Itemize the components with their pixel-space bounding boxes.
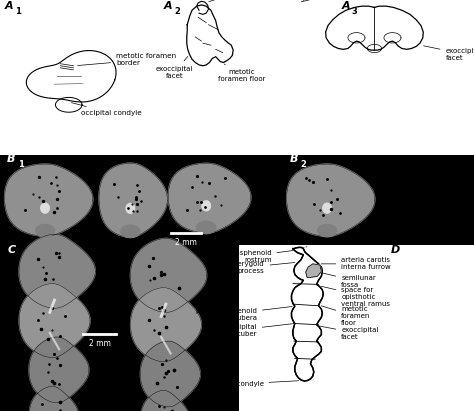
Text: exoccipital
facet: exoccipital facet (319, 326, 379, 340)
Text: A: A (164, 1, 172, 11)
Text: 1: 1 (18, 160, 23, 169)
Text: space for
opisthotic
ventral ramus: space for opisthotic ventral ramus (321, 286, 390, 307)
Text: B: B (290, 154, 299, 164)
Text: parasphenoid
rostrum: parasphenoid rostrum (224, 250, 298, 263)
Bar (0, 155, 474, 245)
Text: arteria carotis
interna furrow: arteria carotis interna furrow (321, 257, 391, 270)
Polygon shape (41, 203, 49, 213)
Bar (239, 245, 474, 411)
Polygon shape (19, 284, 90, 358)
Text: basisphenoid facet: basisphenoid facet (284, 0, 351, 2)
Text: 2 mm: 2 mm (175, 238, 197, 247)
Text: metotic
foramen floor: metotic foramen floor (218, 64, 265, 82)
Text: A: A (341, 1, 350, 11)
Text: exoccipital
facet: exoccipital facet (156, 56, 193, 79)
Polygon shape (197, 221, 216, 233)
Polygon shape (306, 264, 321, 277)
Text: D: D (391, 245, 401, 254)
Polygon shape (130, 288, 201, 362)
Text: 3: 3 (352, 7, 357, 16)
Polygon shape (19, 234, 95, 308)
Polygon shape (126, 203, 135, 213)
Text: 1: 1 (15, 7, 21, 16)
Text: parabasisphenoid
basal  tubera: parabasisphenoid basal tubera (195, 307, 292, 321)
Polygon shape (292, 247, 323, 381)
Text: metotic
foramen
floor: metotic foramen floor (321, 306, 371, 326)
Text: 2 mm: 2 mm (89, 339, 110, 348)
Text: B: B (7, 154, 16, 164)
Text: occipital condyle: occipital condyle (205, 381, 299, 387)
Polygon shape (121, 225, 140, 238)
Polygon shape (36, 224, 55, 237)
Text: metotic foramen
border: metotic foramen border (78, 53, 176, 66)
Text: semilunar
fossa: semilunar fossa (321, 273, 376, 288)
Polygon shape (318, 224, 337, 237)
Polygon shape (141, 390, 190, 411)
Polygon shape (99, 163, 167, 237)
Polygon shape (140, 341, 201, 407)
Text: basipterygoid
process: basipterygoid process (217, 261, 295, 275)
Bar (0, 245, 239, 411)
Text: A: A (5, 1, 13, 11)
Polygon shape (323, 203, 331, 213)
Polygon shape (287, 164, 375, 236)
Text: opisthotic ventral
ramus facet: opisthotic ventral ramus facet (201, 0, 263, 2)
Polygon shape (202, 201, 210, 211)
Text: C: C (7, 245, 15, 254)
Polygon shape (168, 163, 251, 233)
Text: 2: 2 (301, 160, 306, 169)
Polygon shape (5, 164, 93, 236)
Text: basioccipital
basal tuber: basioccipital basal tuber (213, 324, 292, 337)
Bar (0, 0, 474, 155)
Polygon shape (29, 337, 89, 403)
Text: 2: 2 (174, 7, 180, 16)
Polygon shape (29, 386, 78, 411)
Text: occipital condyle: occipital condyle (72, 103, 141, 116)
Polygon shape (130, 238, 207, 312)
Text: exoccipital
facet: exoccipital facet (424, 46, 474, 61)
